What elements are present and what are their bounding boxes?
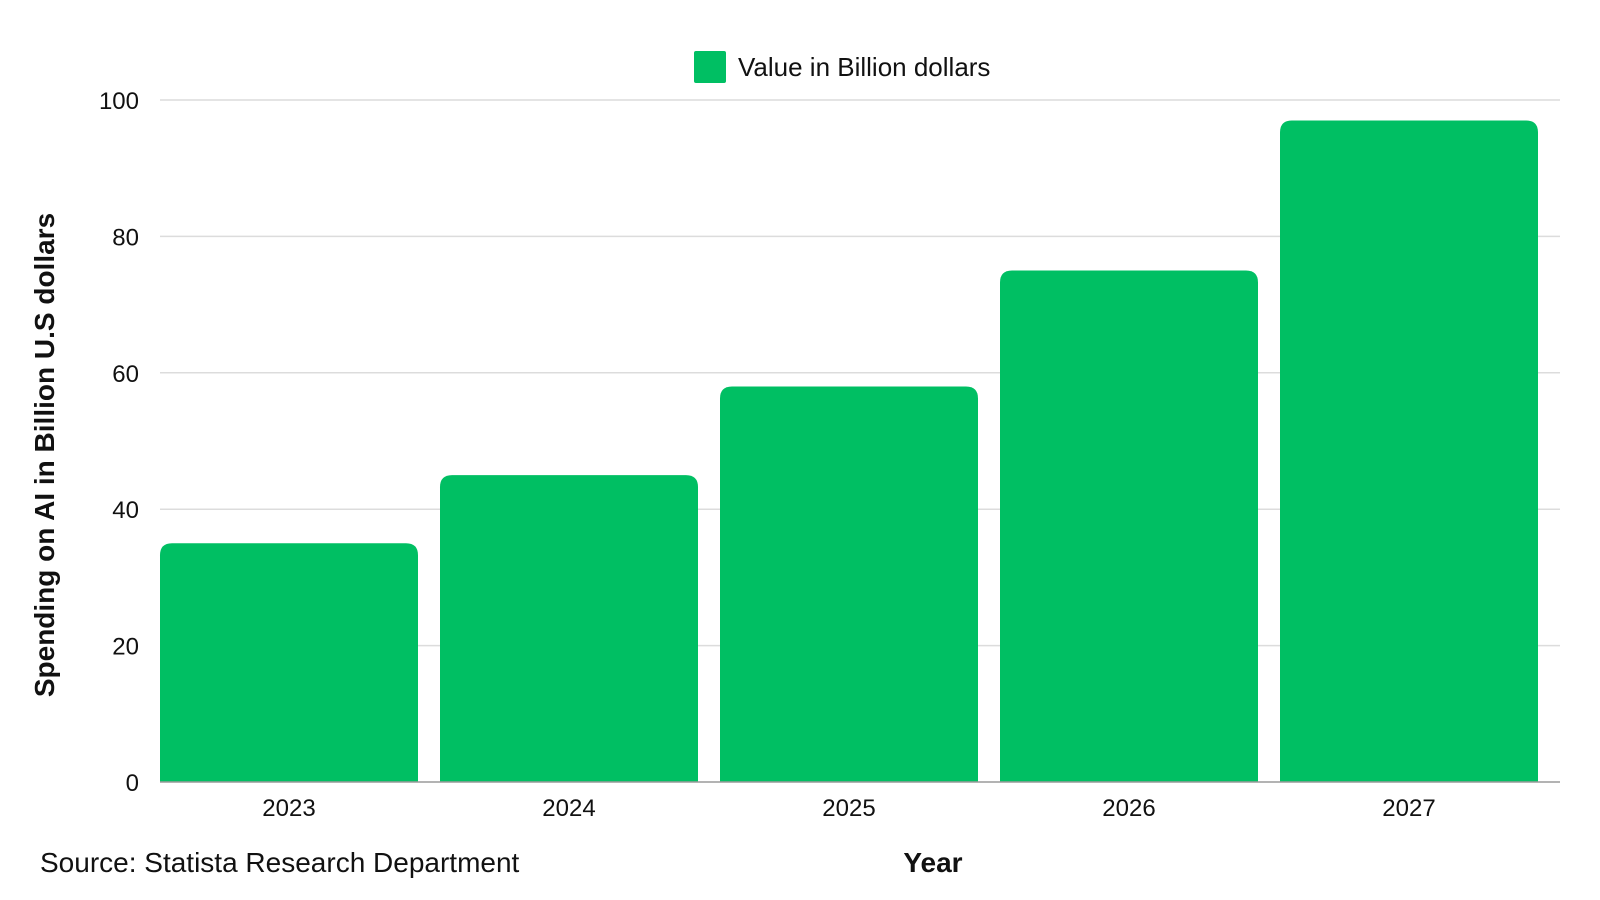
bar-2027: [1280, 120, 1538, 782]
y-tick-label: 80: [112, 224, 139, 251]
y-tick-label: 20: [112, 634, 139, 661]
y-tick-label: 0: [126, 770, 139, 797]
y-axis-title: Spending on AI in Billion U.S dollars: [29, 213, 60, 697]
legend-label: Value in Billion dollars: [738, 52, 990, 82]
y-axis-ticks: 0 20 40 60 80 100: [99, 88, 139, 797]
y-tick-label: 100: [99, 88, 139, 115]
bars: [160, 120, 1538, 782]
bar-2023: [160, 543, 418, 782]
x-tick-label: 2026: [1102, 795, 1155, 822]
source-note: Source: Statista Research Department: [40, 847, 520, 878]
x-axis-title: Year: [903, 847, 962, 878]
x-tick-label: 2027: [1382, 795, 1435, 822]
bar-2026: [1000, 270, 1258, 782]
y-tick-label: 60: [112, 361, 139, 388]
bar-2025: [720, 386, 978, 782]
bar-2024: [440, 475, 698, 782]
y-tick-label: 40: [112, 497, 139, 524]
legend-swatch: [694, 51, 726, 83]
legend: Value in Billion dollars: [694, 51, 990, 83]
x-tick-label: 2023: [262, 795, 315, 822]
x-axis-ticks: 2023 2024 2025 2026 2027: [262, 795, 1435, 822]
x-tick-label: 2025: [822, 795, 875, 822]
x-tick-label: 2024: [542, 795, 595, 822]
